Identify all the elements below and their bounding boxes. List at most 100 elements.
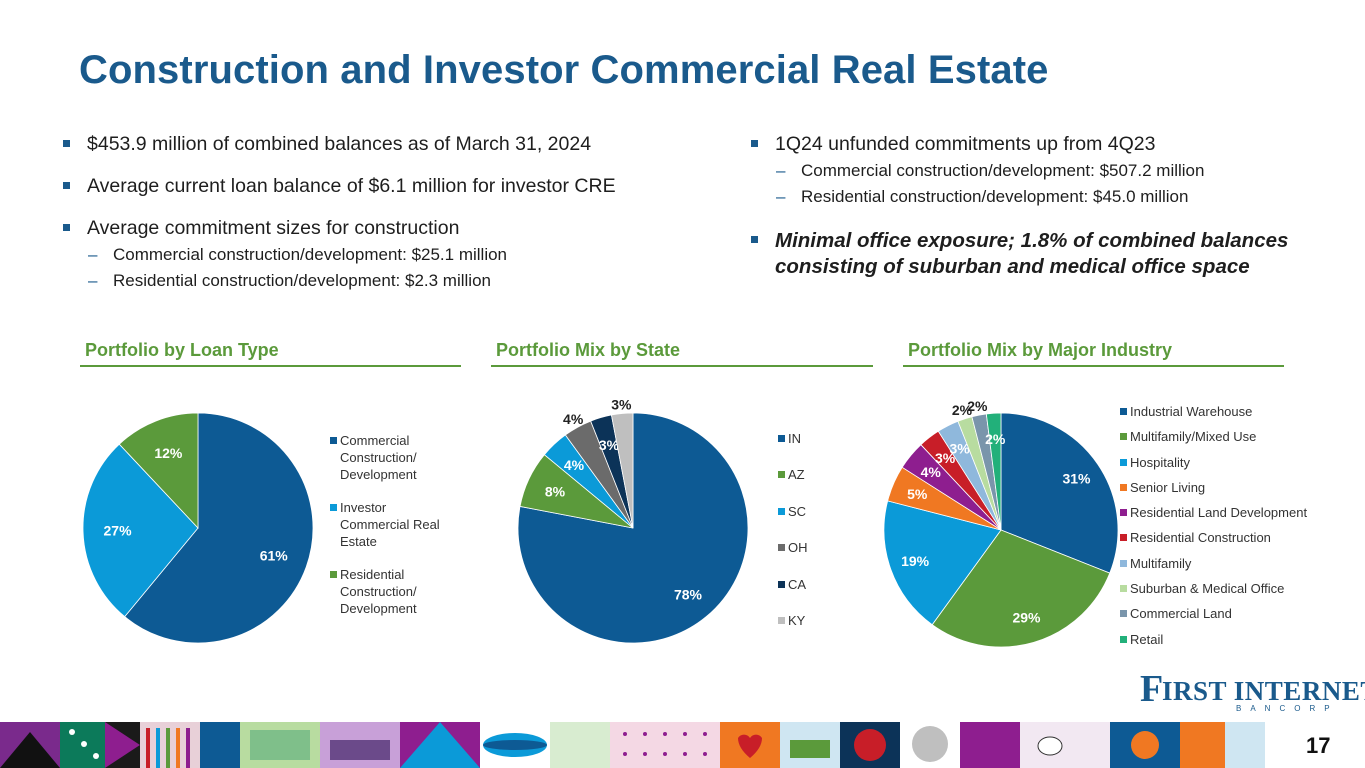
legend-item-ky: KY — [778, 612, 838, 648]
commitment-sizes-sublist: Commercial construction/development: $25… — [87, 242, 722, 294]
legend-swatch — [330, 437, 337, 444]
bullet-combined-balances: $453.9 million of combined balances as o… — [62, 132, 722, 156]
pie-label-ca: 3% — [599, 437, 620, 453]
legend-label: IN — [788, 431, 801, 446]
pie-chart-state: 78% 8% 4% 4% 3% 3% — [517, 396, 749, 644]
legend-swatch — [1120, 585, 1127, 593]
legend-swatch — [1120, 534, 1127, 542]
pie-label-residential-land-development: 4% — [921, 464, 942, 480]
sub-bullet-residential: Residential construction/development: $2… — [87, 268, 722, 294]
legend-swatch — [1120, 458, 1127, 466]
pie-label-sc: 4% — [564, 457, 585, 473]
chart-title-state: Portfolio Mix by State — [491, 340, 873, 367]
pie-chart-loan-type: 61% 27% 12% — [82, 412, 314, 644]
pie-slice-hospitality — [883, 500, 1002, 626]
pie-label-multifamily: 3% — [949, 441, 970, 457]
legend-label: Multifamily — [1130, 555, 1192, 571]
legend-label: Hospitality — [1130, 454, 1190, 470]
legend-swatch — [1120, 559, 1127, 567]
pie-slice-multifamily-mixed-use — [931, 529, 1111, 648]
legend-label: KY — [788, 612, 806, 628]
bullet-commitment-sizes: Average commitment sizes for constructio… — [62, 216, 722, 294]
pie-chart-industry: 31%29%19%5%4%3%3%2%2%2% — [883, 398, 1119, 648]
legend-item-in: IN — [778, 430, 838, 466]
pie-label-suburban-medical-office: 2% — [952, 402, 973, 418]
legend-swatch — [1120, 433, 1127, 441]
legend-swatch — [1120, 483, 1127, 491]
pie-slice-investor-commercial-real-estate — [82, 443, 199, 618]
pie-label-investor-commercial-real-estate: 27% — [104, 523, 133, 539]
bullet-office-exposure: Minimal office exposure; 1.8% of combine… — [750, 228, 1310, 280]
legend-swatch — [778, 507, 785, 515]
legend-swatch — [1120, 509, 1127, 517]
pie-label-senior-living: 5% — [907, 486, 928, 502]
legend-label: Commercial Land — [1130, 606, 1232, 622]
decorative-banner — [0, 722, 1365, 768]
bullet-unfunded-commitments-text: 1Q24 unfunded commitments up from 4Q23 — [775, 133, 1156, 155]
legend-item-commercial-construction-development: Commercial Construction/ Development — [330, 432, 440, 499]
pie-label-residential-construction-development: 12% — [154, 445, 183, 461]
legend-state: IN AZ SC OH CA KY — [778, 430, 838, 648]
legend-label: SC — [788, 503, 807, 519]
legend-label: Residential Construction/ Development — [340, 567, 417, 616]
legend-item-hospitality: Hospitality — [1120, 454, 1340, 479]
company-logo: F IRST INTERNET BANCORP — [1140, 668, 1365, 716]
pie-label-hospitality: 19% — [901, 553, 930, 569]
legend-swatch — [778, 544, 785, 552]
pie-slice-industrial-warehouse — [1000, 412, 1119, 574]
legend-label: Multifamily/Mixed Use — [1130, 429, 1257, 445]
legend-label: Senior Living — [1130, 479, 1206, 495]
legend-industry: Industrial Warehouse Multifamily/Mixed Us… — [1120, 403, 1340, 656]
pie-label-multifamily-mixed-use: 29% — [1012, 610, 1041, 626]
legend-swatch — [778, 580, 785, 588]
legend-item-residential-construction-development: Residential Construction/ Development — [330, 566, 440, 633]
legend-item-residential-land-development: Residential Land Development — [1120, 504, 1340, 529]
pie-label-in: 78% — [674, 586, 703, 602]
logo-name: IRST INTERNET — [1162, 676, 1365, 706]
legend-label: Retail — [1130, 631, 1164, 647]
pie-slice-ky — [610, 412, 634, 529]
legend-label: AZ — [788, 467, 805, 483]
legend-swatch — [1120, 408, 1127, 415]
pie-label-residential-construction: 3% — [935, 450, 956, 466]
bullet-commitment-sizes-text: Average commitment sizes for constructio… — [87, 217, 460, 239]
page-title: Construction and Investor Commercial Rea… — [79, 48, 1049, 92]
legend-item-retail: Retail — [1120, 631, 1340, 656]
sub-bullet-residential-unfunded: Residential construction/development: $4… — [775, 184, 1310, 210]
legend-item-multifamily-mixed-use: Multifamily/Mixed Use — [1120, 428, 1340, 453]
legend-label: Suburban & Medical Office — [1130, 581, 1285, 597]
legend-swatch — [1120, 610, 1127, 618]
sub-bullet-commercial-unfunded: Commercial construction/development: $50… — [775, 158, 1310, 184]
legend-item-industrial-warehouse: Industrial Warehouse — [1120, 403, 1340, 428]
legend-swatch — [1120, 635, 1127, 643]
pie-label-ky: 3% — [611, 396, 632, 412]
pie-label-retail: 2% — [985, 431, 1006, 447]
pie-slice-residential-construction-development — [118, 412, 199, 530]
legend-label: Industrial Warehouse — [1130, 404, 1253, 419]
logo-initial: F — [1140, 668, 1164, 710]
legend-swatch — [330, 504, 337, 511]
legend-item-senior-living: Senior Living — [1120, 479, 1340, 504]
legend-item-suburban-medical-office: Suburban & Medical Office — [1120, 580, 1340, 605]
legend-swatch — [778, 435, 785, 442]
legend-swatch — [778, 616, 785, 624]
legend-swatch — [778, 471, 785, 479]
pie-slice-retail — [985, 412, 1002, 531]
legend-item-oh: OH — [778, 539, 838, 575]
chart-title-industry: Portfolio Mix by Major Industry — [903, 340, 1284, 367]
left-bullet-list: $453.9 million of combined balances as o… — [62, 132, 722, 298]
legend-label: Residential Land Development — [1130, 505, 1308, 521]
legend-label: Residential Construction — [1130, 530, 1271, 546]
legend-label: CA — [788, 576, 807, 592]
right-bullet-list: 1Q24 unfunded commitments up from 4Q23 C… — [750, 132, 1310, 298]
page-number: 17 — [1306, 733, 1331, 758]
pie-label-az: 8% — [545, 483, 566, 499]
legend-item-multifamily: Multifamily — [1120, 555, 1340, 580]
pie-label-commercial-land: 2% — [967, 398, 988, 414]
pie-label-industrial-warehouse: 31% — [1062, 471, 1091, 487]
bullet-unfunded-commitments: 1Q24 unfunded commitments up from 4Q23 C… — [750, 132, 1310, 210]
legend-label: Investor Commercial Real Estate — [340, 500, 440, 549]
legend-item-commercial-land: Commercial Land — [1120, 605, 1340, 630]
chart-title-loan-type: Portfolio by Loan Type — [80, 340, 461, 367]
sub-bullet-commercial: Commercial construction/development: $25… — [87, 242, 722, 268]
